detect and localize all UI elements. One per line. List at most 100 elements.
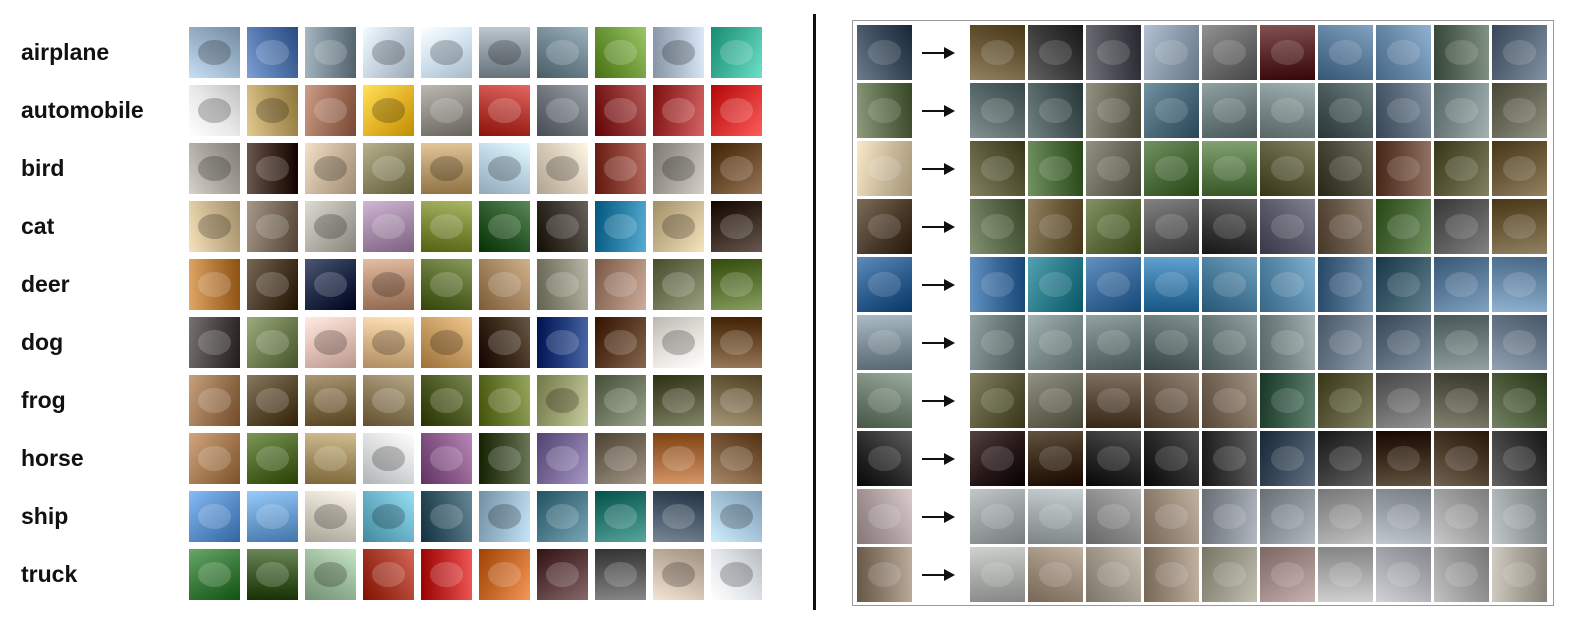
- class-label-truck: truck: [21, 561, 78, 587]
- retrieved-image-7-4: [1144, 373, 1199, 428]
- retrieved-image-1-10: [1492, 25, 1547, 80]
- retrieved-image-8-4: [1144, 431, 1199, 486]
- retrieved-image-2-8: [1376, 83, 1431, 138]
- grid-line-horizontal: [970, 255, 1547, 256]
- sample-image-deer-7: [537, 259, 588, 310]
- retrieved-image-3-9: [1434, 141, 1489, 196]
- sample-image-frog-4: [363, 375, 414, 426]
- retrieved-image-6-3: [1086, 315, 1141, 370]
- retrieved-image-9-2: [1028, 489, 1083, 544]
- sample-image-frog-5: [421, 375, 472, 426]
- sample-image-automobile-8: [595, 85, 646, 136]
- sample-image-automobile-1: [189, 85, 240, 136]
- retrieved-image-4-4: [1144, 199, 1199, 254]
- sample-image-bird-3: [305, 143, 356, 194]
- retrieved-image-6-10: [1492, 315, 1547, 370]
- sample-image-airplane-10: [711, 27, 762, 78]
- sample-image-truck-3: [305, 549, 356, 600]
- query-image-4: [857, 199, 912, 254]
- sample-image-dog-1: [189, 317, 240, 368]
- retrieved-image-4-5: [1202, 199, 1257, 254]
- retrieved-image-8-7: [1318, 431, 1373, 486]
- sample-image-airplane-6: [479, 27, 530, 78]
- retrieved-image-1-5: [1202, 25, 1257, 80]
- sample-image-deer-9: [653, 259, 704, 310]
- class-label-bird: bird: [21, 155, 65, 181]
- grid-line-vertical: [1490, 25, 1491, 602]
- retrieved-image-3-3: [1086, 141, 1141, 196]
- retrieved-image-5-2: [1028, 257, 1083, 312]
- grid-line-horizontal: [970, 139, 1547, 140]
- retrieved-image-6-9: [1434, 315, 1489, 370]
- retrieved-image-7-10: [1492, 373, 1547, 428]
- retrieved-image-5-8: [1376, 257, 1431, 312]
- retrieved-image-8-5: [1202, 431, 1257, 486]
- sample-image-ship-6: [479, 491, 530, 542]
- retrieved-image-10-5: [1202, 547, 1257, 602]
- sample-image-airplane-8: [595, 27, 646, 78]
- retrieved-image-5-7: [1318, 257, 1373, 312]
- sample-image-ship-8: [595, 491, 646, 542]
- grid-line-vertical: [1200, 25, 1201, 602]
- grid-line-horizontal: [970, 545, 1547, 546]
- retrieved-image-6-1: [970, 315, 1025, 370]
- retrieved-image-1-6: [1260, 25, 1315, 80]
- sample-image-deer-1: [189, 259, 240, 310]
- retrieved-image-10-2: [1028, 547, 1083, 602]
- retrieved-image-3-10: [1492, 141, 1547, 196]
- retrieved-image-6-7: [1318, 315, 1373, 370]
- right-arrow-icon: [922, 278, 956, 292]
- sample-image-cat-2: [247, 201, 298, 252]
- retrieved-image-4-2: [1028, 199, 1083, 254]
- sample-image-truck-10: [711, 549, 762, 600]
- retrieved-image-2-3: [1086, 83, 1141, 138]
- sample-image-dog-7: [537, 317, 588, 368]
- right-arrow-icon: [922, 336, 956, 350]
- sample-image-ship-2: [247, 491, 298, 542]
- retrieved-image-6-5: [1202, 315, 1257, 370]
- retrieved-image-3-6: [1260, 141, 1315, 196]
- retrieved-image-4-8: [1376, 199, 1431, 254]
- retrieved-image-9-6: [1260, 489, 1315, 544]
- retrieved-image-2-4: [1144, 83, 1199, 138]
- sample-image-ship-7: [537, 491, 588, 542]
- query-image-7: [857, 373, 912, 428]
- sample-image-truck-4: [363, 549, 414, 600]
- sample-image-cat-4: [363, 201, 414, 252]
- sample-image-dog-8: [595, 317, 646, 368]
- retrieved-image-7-8: [1376, 373, 1431, 428]
- sample-image-frog-3: [305, 375, 356, 426]
- sample-image-cat-8: [595, 201, 646, 252]
- sample-image-truck-9: [653, 549, 704, 600]
- retrieved-image-9-7: [1318, 489, 1373, 544]
- sample-image-deer-6: [479, 259, 530, 310]
- retrieved-image-3-1: [970, 141, 1025, 196]
- retrieved-image-9-9: [1434, 489, 1489, 544]
- sample-image-horse-7: [537, 433, 588, 484]
- sample-image-ship-10: [711, 491, 762, 542]
- retrieved-image-8-2: [1028, 431, 1083, 486]
- retrieved-image-9-3: [1086, 489, 1141, 544]
- retrieved-image-1-4: [1144, 25, 1199, 80]
- sample-image-airplane-5: [421, 27, 472, 78]
- sample-image-deer-8: [595, 259, 646, 310]
- retrieved-image-7-3: [1086, 373, 1141, 428]
- sample-image-ship-4: [363, 491, 414, 542]
- sample-image-airplane-2: [247, 27, 298, 78]
- right-arrow-icon: [922, 510, 956, 524]
- retrieved-image-10-7: [1318, 547, 1373, 602]
- sample-image-horse-2: [247, 433, 298, 484]
- grid-line-horizontal: [970, 313, 1547, 314]
- retrieved-image-3-4: [1144, 141, 1199, 196]
- right-arrow-icon: [922, 394, 956, 408]
- grid-line-vertical: [1084, 25, 1085, 602]
- retrieved-image-10-6: [1260, 547, 1315, 602]
- sample-image-cat-7: [537, 201, 588, 252]
- grid-line-horizontal: [970, 371, 1547, 372]
- retrieved-image-10-8: [1376, 547, 1431, 602]
- sample-image-frog-9: [653, 375, 704, 426]
- retrieved-image-3-2: [1028, 141, 1083, 196]
- retrieved-image-9-8: [1376, 489, 1431, 544]
- retrieved-image-8-9: [1434, 431, 1489, 486]
- retrieved-image-5-10: [1492, 257, 1547, 312]
